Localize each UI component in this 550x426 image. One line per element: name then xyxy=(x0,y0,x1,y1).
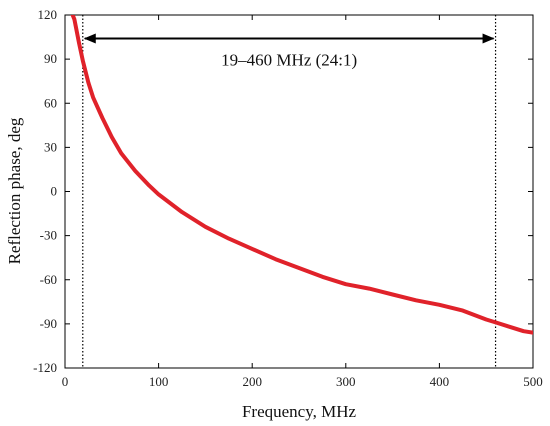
band-arrow-head-right xyxy=(482,33,495,44)
x-tick-label: 100 xyxy=(149,374,169,389)
x-tick-label: 300 xyxy=(336,374,356,389)
band-label: 19–460 MHz (24:1) xyxy=(221,51,357,70)
x-axis-label: Frequency, MHz xyxy=(242,402,357,421)
y-tick-label: 0 xyxy=(51,184,58,199)
x-tick-label: 0 xyxy=(62,374,69,389)
y-tick-label: 120 xyxy=(38,7,58,22)
y-tick-label: -120 xyxy=(33,360,57,375)
x-tick-label: 200 xyxy=(242,374,262,389)
series-group xyxy=(70,15,533,335)
band-arrow-head-left xyxy=(83,33,96,44)
band-annotation: 19–460 MHz (24:1) xyxy=(83,33,495,70)
reflection-phase-line xyxy=(70,15,533,335)
x-tick-label: 500 xyxy=(523,374,543,389)
y-tick-label: -90 xyxy=(40,316,57,331)
y-tick-label: 60 xyxy=(44,95,57,110)
y-tick-label: 90 xyxy=(44,51,57,66)
y-axis-label: Reflection phase, deg xyxy=(5,117,24,264)
y-tick-label: 30 xyxy=(44,139,57,154)
y-tick-label: -30 xyxy=(40,228,57,243)
x-tick-label: 400 xyxy=(430,374,450,389)
y-tick-label: -60 xyxy=(40,272,57,287)
band-markers xyxy=(82,15,497,368)
